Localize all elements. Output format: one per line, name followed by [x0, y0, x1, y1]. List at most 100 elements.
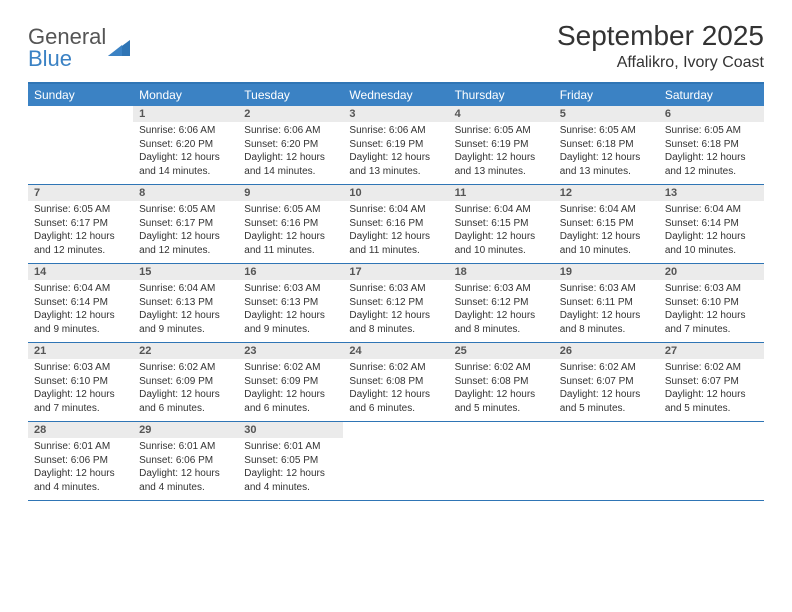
day-line: Sunrise: 6:04 AM — [665, 203, 758, 217]
day-line: and 6 minutes. — [349, 402, 442, 416]
day-line: Daylight: 12 hours — [34, 388, 127, 402]
day-content: Sunrise: 6:05 AMSunset: 6:17 PMDaylight:… — [133, 201, 238, 261]
day-line: Daylight: 12 hours — [244, 151, 337, 165]
day-content: Sunrise: 6:01 AMSunset: 6:06 PMDaylight:… — [133, 438, 238, 498]
day-line: Sunset: 6:16 PM — [349, 217, 442, 231]
day-number: 24 — [343, 343, 448, 359]
header: General Blue September 2025 Affalikro, I… — [28, 20, 764, 72]
day-line: Daylight: 12 hours — [244, 230, 337, 244]
day-line: Sunrise: 6:04 AM — [139, 282, 232, 296]
day-line: Sunrise: 6:03 AM — [349, 282, 442, 296]
day-content: Sunrise: 6:06 AMSunset: 6:20 PMDaylight:… — [238, 122, 343, 182]
day-line: and 12 minutes. — [139, 244, 232, 258]
dayname-sat: Saturday — [659, 84, 764, 106]
day-line: Daylight: 12 hours — [349, 309, 442, 323]
day-line: Sunrise: 6:04 AM — [455, 203, 548, 217]
day-number: 12 — [554, 185, 659, 201]
day-line: Daylight: 12 hours — [455, 230, 548, 244]
day-content: Sunrise: 6:04 AMSunset: 6:16 PMDaylight:… — [343, 201, 448, 261]
calendar-week: 21Sunrise: 6:03 AMSunset: 6:10 PMDayligh… — [28, 343, 764, 422]
day-line: Sunset: 6:18 PM — [560, 138, 653, 152]
day-content: Sunrise: 6:03 AMSunset: 6:12 PMDaylight:… — [343, 280, 448, 340]
day-line: Sunrise: 6:01 AM — [139, 440, 232, 454]
calendar-cell: 22Sunrise: 6:02 AMSunset: 6:09 PMDayligh… — [133, 343, 238, 421]
calendar-cell: 23Sunrise: 6:02 AMSunset: 6:09 PMDayligh… — [238, 343, 343, 421]
calendar-cell: 27Sunrise: 6:02 AMSunset: 6:07 PMDayligh… — [659, 343, 764, 421]
calendar-cell — [343, 422, 448, 500]
day-line: Daylight: 12 hours — [665, 388, 758, 402]
day-line: and 5 minutes. — [455, 402, 548, 416]
calendar-cell: 24 Sunrise: 6:02 AMSunset: 6:08 PMDayligh… — [343, 343, 448, 421]
calendar-cell: 20Sunrise: 6:03 AMSunset: 6:10 PMDayligh… — [659, 264, 764, 342]
day-line: Daylight: 12 hours — [560, 151, 653, 165]
day-number: 14 — [28, 264, 133, 280]
day-line: Daylight: 12 hours — [139, 467, 232, 481]
day-line: and 13 minutes. — [455, 165, 548, 179]
day-content: Sunrise: 6:03 AMSunset: 6:10 PMDaylight:… — [659, 280, 764, 340]
day-line: Sunrise: 6:04 AM — [349, 203, 442, 217]
day-line: Daylight: 12 hours — [560, 230, 653, 244]
day-line: Sunrise: 6:05 AM — [244, 203, 337, 217]
day-line: and 14 minutes. — [139, 165, 232, 179]
day-number: 5 — [554, 106, 659, 122]
dayname-sun: Sunday — [28, 84, 133, 106]
calendar-cell: 16Sunrise: 6:03 AMSunset: 6:13 PMDayligh… — [238, 264, 343, 342]
day-line: Daylight: 12 hours — [139, 309, 232, 323]
calendar-week: 14Sunrise: 6:04 AMSunset: 6:14 PMDayligh… — [28, 264, 764, 343]
day-content: Sunrise: 6:05 AMSunset: 6:18 PMDaylight:… — [554, 122, 659, 182]
day-line: Sunset: 6:19 PM — [455, 138, 548, 152]
calendar-cell — [554, 422, 659, 500]
day-line: and 5 minutes. — [560, 402, 653, 416]
day-line: and 13 minutes. — [560, 165, 653, 179]
calendar-cell: 11Sunrise: 6:04 AMSunset: 6:15 PMDayligh… — [449, 185, 554, 263]
day-line: and 9 minutes. — [139, 323, 232, 337]
dayname-wed: Wednesday — [343, 84, 448, 106]
calendar-cell: 3Sunrise: 6:06 AMSunset: 6:19 PMDaylight… — [343, 106, 448, 184]
dayname-thu: Thursday — [449, 84, 554, 106]
day-number: 3 — [343, 106, 448, 122]
day-line: Sunrise: 6:05 AM — [139, 203, 232, 217]
day-line: and 12 minutes. — [665, 165, 758, 179]
calendar-cell: 25Sunrise: 6:02 AMSunset: 6:08 PMDayligh… — [449, 343, 554, 421]
day-line: Daylight: 12 hours — [349, 388, 442, 402]
day-line: Sunrise: 6:02 AM — [349, 361, 442, 375]
day-line: and 9 minutes. — [244, 323, 337, 337]
day-number: 29 — [133, 422, 238, 438]
calendar-weeks: 1Sunrise: 6:06 AMSunset: 6:20 PMDaylight… — [28, 106, 764, 501]
day-line: Sunset: 6:05 PM — [244, 454, 337, 468]
day-line: Sunset: 6:09 PM — [244, 375, 337, 389]
day-line: Sunrise: 6:02 AM — [455, 361, 548, 375]
calendar-cell — [449, 422, 554, 500]
day-line: and 4 minutes. — [139, 481, 232, 495]
day-line: Sunset: 6:13 PM — [244, 296, 337, 310]
calendar-cell: 4Sunrise: 6:05 AMSunset: 6:19 PMDaylight… — [449, 106, 554, 184]
calendar-cell: 1Sunrise: 6:06 AMSunset: 6:20 PMDaylight… — [133, 106, 238, 184]
calendar-cell: 28Sunrise: 6:01 AMSunset: 6:06 PMDayligh… — [28, 422, 133, 500]
calendar-cell: 13Sunrise: 6:04 AMSunset: 6:14 PMDayligh… — [659, 185, 764, 263]
day-content: Sunrise: 6:06 AMSunset: 6:19 PMDaylight:… — [343, 122, 448, 182]
day-line: Sunrise: 6:02 AM — [244, 361, 337, 375]
title-month: September 2025 — [557, 20, 764, 52]
day-line: and 10 minutes. — [665, 244, 758, 258]
title-location: Affalikro, Ivory Coast — [557, 54, 764, 72]
day-line: Sunset: 6:08 PM — [349, 375, 442, 389]
day-line: Sunset: 6:17 PM — [139, 217, 232, 231]
day-line: Sunrise: 6:01 AM — [34, 440, 127, 454]
day-number: 10 — [343, 185, 448, 201]
calendar-cell — [28, 106, 133, 184]
day-content: Sunrise: 6:04 AMSunset: 6:14 PMDaylight:… — [659, 201, 764, 261]
day-line: Sunrise: 6:03 AM — [455, 282, 548, 296]
day-line: and 13 minutes. — [349, 165, 442, 179]
calendar-cell: 21Sunrise: 6:03 AMSunset: 6:10 PMDayligh… — [28, 343, 133, 421]
day-content: Sunrise: 6:04 AMSunset: 6:15 PMDaylight:… — [554, 201, 659, 261]
day-line: Sunset: 6:18 PM — [665, 138, 758, 152]
day-line: Daylight: 12 hours — [455, 388, 548, 402]
day-line: and 7 minutes. — [665, 323, 758, 337]
day-line: Sunrise: 6:05 AM — [665, 124, 758, 138]
day-line: and 12 minutes. — [34, 244, 127, 258]
day-content: Sunrise: 6:03 AMSunset: 6:11 PMDaylight:… — [554, 280, 659, 340]
day-line: and 4 minutes. — [244, 481, 337, 495]
day-content: Sunrise: 6:05 AMSunset: 6:17 PMDaylight:… — [28, 201, 133, 261]
day-line: and 7 minutes. — [34, 402, 127, 416]
day-line: Daylight: 12 hours — [455, 309, 548, 323]
